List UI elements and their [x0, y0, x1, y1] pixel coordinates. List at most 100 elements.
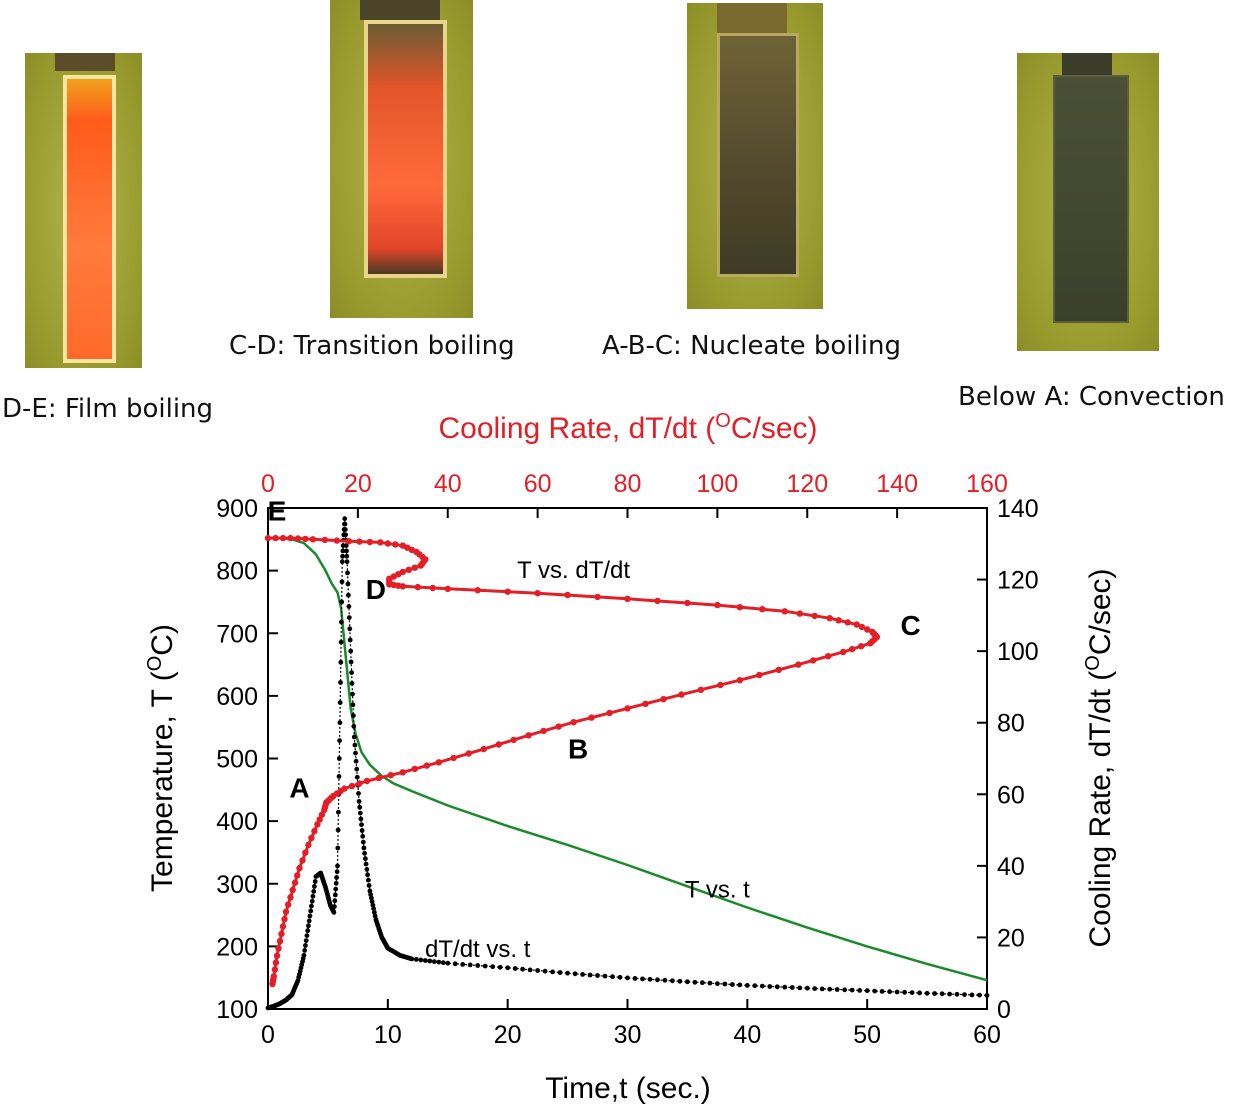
rate-vs-t-point [333, 880, 339, 886]
rate-vs-t-point [422, 958, 428, 963]
rate-vs-t-point [520, 966, 525, 972]
photo-film-boiling [25, 53, 142, 368]
rate-vs-t-point [366, 883, 372, 888]
x-top-tick-label: 40 [434, 470, 462, 498]
rate-vs-t-point [338, 659, 344, 665]
y-left-tick-label: 400 [216, 808, 258, 836]
rate-vs-t-point [336, 809, 341, 815]
rate-vs-t-point [333, 886, 339, 892]
t-vs-rate-point [654, 597, 661, 605]
t-vs-rate-point [399, 583, 406, 590]
rate-vs-t-point [359, 828, 365, 833]
x-bottom-tick-label: 0 [261, 1021, 275, 1049]
x-top-tick-label: 60 [524, 470, 552, 498]
t-vs-rate-point [282, 908, 290, 916]
rate-vs-t-point [340, 548, 346, 554]
rate-vs-t-point [452, 961, 458, 967]
t-vs-rate-point [867, 640, 874, 647]
rate-vs-t-point [335, 827, 341, 833]
t-vs-rate-point [287, 534, 294, 542]
rate-vs-t-point [842, 987, 848, 993]
rate-vs-t-point [369, 899, 375, 904]
t-vs-rate-point [275, 945, 282, 952]
rate-vs-t-point [557, 970, 563, 975]
t-vs-rate-point [405, 566, 412, 573]
rate-vs-t-point [774, 984, 780, 990]
rate-vs-t-point [364, 867, 370, 872]
rate-vs-t-point [887, 989, 892, 995]
rate-vs-t-point [782, 984, 788, 990]
rate-vs-t-point [335, 863, 340, 869]
y-right-tick-label: 20 [997, 924, 1025, 952]
rate-vs-t-point [343, 543, 349, 548]
rate-vs-t-point [363, 861, 369, 867]
t-vs-rate-point [444, 585, 451, 592]
rate-vs-t-point [302, 948, 308, 953]
rate-vs-t-point [692, 979, 698, 985]
series-layer [264, 516, 990, 1011]
y-left-tick-label: 200 [216, 933, 258, 961]
rate-vs-t-point [337, 720, 343, 726]
series-rate-vs-t-markers [265, 516, 990, 1011]
rate-vs-t-point [535, 968, 540, 973]
t-vs-rate-point [775, 666, 782, 673]
point-label-D: D [366, 574, 386, 605]
rate-vs-t-point [354, 766, 360, 772]
rate-vs-t-point [834, 987, 840, 992]
t-vs-rate-point [318, 811, 326, 818]
y-left-tick-label: 600 [216, 683, 258, 711]
rate-vs-t-point [467, 962, 473, 968]
y-right-tick-label: 0 [997, 996, 1011, 1024]
rate-vs-t-point [335, 845, 341, 851]
rate-vs-t-point [312, 884, 317, 889]
rate-vs-t-point [595, 973, 600, 978]
rate-vs-t-point [827, 986, 833, 992]
series-label: T vs. t [685, 877, 750, 904]
rate-vs-t-point [350, 702, 356, 708]
rate-vs-t-point [346, 615, 352, 620]
t-vs-rate-point [594, 593, 601, 601]
rate-vs-t-point [685, 979, 690, 985]
rate-vs-t-point [700, 980, 705, 986]
rate-vs-t-point [722, 981, 728, 987]
t-vs-rate-point [272, 959, 280, 966]
rate-vs-t-point [312, 879, 318, 884]
rate-vs-t-point [344, 553, 350, 559]
t-vs-rate-point [321, 536, 329, 544]
t-vs-rate-point [356, 538, 363, 545]
t-vs-rate-point [858, 643, 865, 650]
rate-vs-t-point [789, 985, 795, 990]
t-vs-rate-point [844, 619, 851, 626]
rate-vs-t-point [304, 933, 310, 938]
y-left-tick-label: 100 [216, 996, 258, 1024]
rate-vs-t-point [759, 983, 765, 989]
t-vs-rate-point [363, 777, 371, 785]
rate-vs-t-point [347, 626, 353, 632]
t-vs-rate-point [384, 540, 391, 547]
rate-vs-t-point [849, 987, 855, 993]
t-vs-rate-point [308, 834, 315, 842]
rate-vs-t-point [737, 982, 743, 988]
rate-vs-t-point [340, 553, 345, 559]
t-vs-rate-point [465, 750, 472, 757]
t-vs-rate-point [417, 562, 424, 569]
rate-vs-t-point [344, 548, 349, 554]
rate-vs-t-point [409, 956, 415, 962]
rate-vs-t-point [366, 877, 371, 883]
t-vs-rate-point [717, 681, 724, 689]
t-vs-rate-point [474, 587, 481, 594]
t-vs-rate-point [269, 980, 276, 988]
rate-vs-t-point [418, 957, 424, 963]
y-left-tick-label: 500 [216, 746, 258, 774]
t-vs-rate-point [736, 677, 743, 684]
t-vs-rate-point [345, 538, 353, 545]
t-vs-rate-point [826, 615, 833, 622]
t-vs-rate-point [678, 691, 685, 698]
rate-vs-t-point [542, 968, 548, 974]
rate-vs-t-point [565, 970, 570, 976]
rate-vs-t-point [767, 984, 773, 989]
rate-vs-t-point [370, 902, 376, 908]
t-vs-rate-point [858, 623, 866, 631]
rate-vs-t-point [356, 791, 361, 796]
t-vs-rate-point [264, 534, 272, 542]
